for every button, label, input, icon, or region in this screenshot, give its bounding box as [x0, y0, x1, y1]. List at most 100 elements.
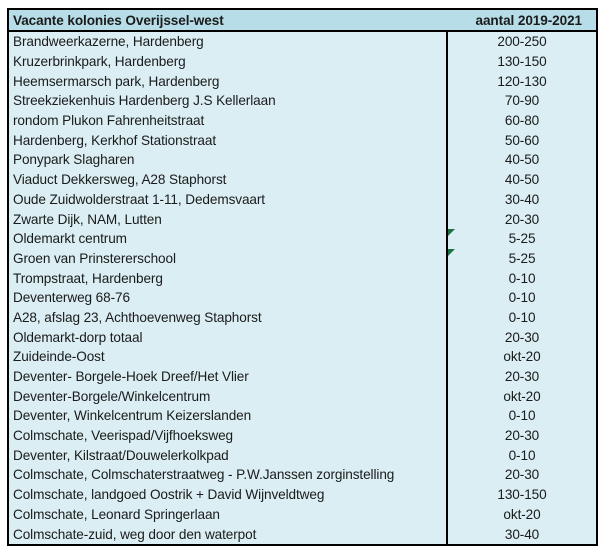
count-cell[interactable]: 0-10 [448, 406, 596, 426]
count-cell[interactable]: okt-20 [448, 347, 596, 367]
count-value: okt-20 [503, 506, 541, 522]
count-cell[interactable]: 5-25 [448, 228, 596, 249]
count-value: 200-250 [497, 34, 547, 50]
location-cell[interactable]: Zuideinde-Oost [9, 347, 448, 367]
count-cell[interactable]: 120-130 [448, 71, 596, 91]
table-row[interactable]: Deventer- Borgele-Hoek Dreef/Het Vlier 2… [9, 366, 596, 387]
count-value: 20-30 [504, 369, 540, 385]
table-row[interactable]: Deventerweg 68-76 0-10 [9, 287, 596, 308]
count-value: 40-50 [504, 152, 540, 168]
table-row[interactable]: Zuideinde-Oost okt-20 [9, 347, 596, 367]
location-cell[interactable]: Deventerweg 68-76 [9, 287, 448, 308]
location-cell[interactable]: Hardenberg, Kerkhof Stationstraat [9, 130, 448, 151]
count-cell[interactable]: 40-50 [448, 150, 596, 170]
count-value: 30-40 [504, 191, 540, 207]
table-row[interactable]: Oldemarkt-dorp totaal 20-30 [9, 327, 596, 347]
count-cell[interactable]: 70-90 [448, 91, 596, 111]
count-cell[interactable]: okt-20 [448, 505, 596, 525]
table-row[interactable]: Groen van Prinstererschool 5-25 [9, 248, 596, 269]
location-cell[interactable]: rondom Plukon Fahrenheitstraat [9, 110, 448, 131]
count-value: 0-10 [508, 290, 536, 306]
location-cell[interactable]: A28, afslag 23, Achthoevenweg Staphorst [9, 307, 448, 328]
error-flag-icon [448, 228, 455, 236]
table-row[interactable]: Oldemarkt centrum 5-25 [9, 228, 596, 249]
table-row[interactable]: Viaduct Dekkersweg, A28 Staphorst 40-50 [9, 169, 596, 190]
location-cell[interactable]: Deventer, Winkelcentrum Keizerslanden [9, 406, 448, 426]
table-row[interactable]: Deventer-Borgele/Winkelcentrum okt-20 [9, 386, 596, 407]
count-cell[interactable]: okt-20 [448, 386, 596, 406]
count-cell[interactable]: 50-60 [448, 130, 596, 150]
count-value: 0-10 [508, 270, 536, 286]
location-cell[interactable]: Kruzerbrinkpark, Hardenberg [9, 51, 448, 72]
count-cell[interactable]: 30-40 [448, 524, 596, 544]
location-cell[interactable]: Groen van Prinstererschool [9, 248, 448, 269]
count-value: 0-10 [508, 447, 536, 463]
location-cell[interactable]: Zwarte Dijk, NAM, Lutten [9, 209, 448, 229]
location-cell[interactable]: Deventer, Kilstraat/Douwelerkolkpad [9, 445, 448, 466]
table-row[interactable]: Deventer, Kilstraat/Douwelerkolkpad 0-10 [9, 445, 596, 466]
count-cell[interactable]: 0-10 [448, 288, 596, 308]
count-value: okt-20 [503, 388, 541, 404]
location-cell[interactable]: Deventer- Borgele-Hoek Dreef/Het Vlier [9, 366, 448, 387]
table-row[interactable]: Oude Zuidwolderstraat 1-11, Dedemsvaart … [9, 189, 596, 210]
location-cell[interactable]: Colmschate, landgoed Oostrik + David Wij… [9, 484, 448, 505]
count-cell[interactable]: 40-50 [448, 170, 596, 190]
table-body: Brandweerkazerne, Hardenberg 200-250 Kru… [9, 32, 596, 544]
location-cell[interactable]: Colmschate-zuid, weg door den waterpot [9, 524, 448, 544]
table-row[interactable]: A28, afslag 23, Achthoevenweg Staphorst … [9, 307, 596, 328]
count-cell[interactable]: 0-10 [448, 445, 596, 465]
location-cell[interactable]: Heemsermarsch park, Hardenberg [9, 71, 448, 92]
table-header-row: Vacante kolonies Overijssel-west aantal … [9, 10, 596, 32]
table-row[interactable]: Zwarte Dijk, NAM, Lutten 20-30 [9, 209, 596, 229]
table-row[interactable]: Deventer, Winkelcentrum Keizerslanden 0-… [9, 406, 596, 426]
location-cell[interactable]: Ponypark Slagharen [9, 150, 448, 170]
location-cell[interactable]: Streekziekenhuis Hardenberg J.S Kellerla… [9, 91, 448, 111]
count-cell[interactable]: 200-250 [448, 32, 596, 52]
location-cell[interactable]: Colmschate, Colmschaterstraatweg - P.W.J… [9, 465, 448, 485]
count-cell[interactable]: 30-40 [448, 190, 596, 210]
table-row[interactable]: Colmschate, Leonard Springerlaan okt-20 [9, 504, 596, 525]
count-cell[interactable]: 0-10 [448, 308, 596, 328]
table-row[interactable]: Heemsermarsch park, Hardenberg 120-130 [9, 71, 596, 92]
table-row[interactable]: rondom Plukon Fahrenheitstraat 60-80 [9, 110, 596, 131]
count-value: 130-150 [497, 487, 547, 503]
table-row[interactable]: Colmschate-zuid, weg door den waterpot 3… [9, 524, 596, 544]
count-cell[interactable]: 0-10 [448, 268, 596, 288]
count-cell[interactable]: 130-150 [448, 485, 596, 505]
count-cell[interactable]: 20-30 [448, 465, 596, 485]
column-header-location[interactable]: Vacante kolonies Overijssel-west [13, 12, 224, 28]
table-row[interactable]: Streekziekenhuis Hardenberg J.S Kellerla… [9, 91, 596, 111]
table-row[interactable]: Colmschate, Colmschaterstraatweg - P.W.J… [9, 465, 596, 485]
location-cell[interactable]: Brandweerkazerne, Hardenberg [9, 32, 448, 52]
count-cell[interactable]: 20-30 [448, 327, 596, 347]
count-value: 40-50 [504, 172, 540, 188]
count-cell[interactable]: 20-30 [448, 426, 596, 446]
location-cell[interactable]: Colmschate, Veerispad/Vijfhoeksweg [9, 425, 448, 446]
count-value: 30-40 [504, 526, 540, 542]
location-cell[interactable]: Oldemarkt centrum [9, 228, 448, 249]
table-row[interactable]: Colmschate, landgoed Oostrik + David Wij… [9, 484, 596, 505]
column-header-count[interactable]: aantal 2019-2021 [475, 12, 583, 28]
location-cell[interactable]: Oldemarkt-dorp totaal [9, 327, 448, 347]
count-value: 20-30 [504, 211, 540, 227]
table-row[interactable]: Ponypark Slagharen 40-50 [9, 150, 596, 170]
location-cell[interactable]: Colmschate, Leonard Springerlaan [9, 504, 448, 525]
table-row[interactable]: Hardenberg, Kerkhof Stationstraat 50-60 [9, 130, 596, 151]
location-cell[interactable]: Deventer-Borgele/Winkelcentrum [9, 386, 448, 407]
location-cell[interactable]: Oude Zuidwolderstraat 1-11, Dedemsvaart [9, 189, 448, 210]
count-cell[interactable]: 60-80 [448, 111, 596, 131]
count-cell[interactable]: 130-150 [448, 52, 596, 72]
table-row[interactable]: Trompstraat, Hardenberg 0-10 [9, 268, 596, 288]
count-cell[interactable]: 20-30 [448, 209, 596, 229]
table-row[interactable]: Kruzerbrinkpark, Hardenberg 130-150 [9, 51, 596, 72]
count-cell[interactable]: 5-25 [448, 248, 596, 269]
table-row[interactable]: Colmschate, Veerispad/Vijfhoeksweg 20-30 [9, 425, 596, 446]
count-value: 20-30 [504, 467, 540, 483]
count-value: 5-25 [508, 250, 536, 266]
location-cell[interactable]: Viaduct Dekkersweg, A28 Staphorst [9, 169, 448, 190]
location-cell[interactable]: Trompstraat, Hardenberg [9, 268, 448, 288]
table-row[interactable]: Brandweerkazerne, Hardenberg 200-250 [9, 32, 596, 52]
count-value: okt-20 [503, 349, 541, 365]
count-cell[interactable]: 20-30 [448, 367, 596, 387]
count-value: 70-90 [504, 93, 540, 109]
